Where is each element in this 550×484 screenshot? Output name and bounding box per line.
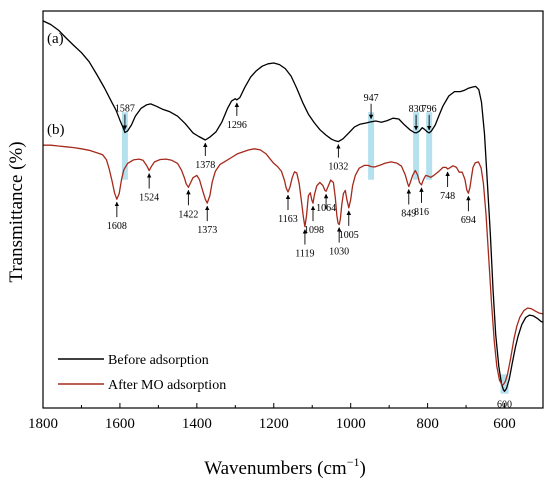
peak-label-1296: 1296 — [227, 120, 247, 131]
peak-annotation-694: 694 — [461, 195, 476, 226]
peak-annotation-849: 849 — [401, 189, 416, 219]
peak-annotation-748: 748 — [440, 171, 455, 202]
highlight-band-947 — [368, 112, 375, 180]
peak-label-947: 947 — [364, 93, 379, 104]
highlight-band-1587 — [121, 112, 128, 180]
peak-annotation-1064: 1064 — [316, 193, 336, 214]
peak-label-816: 816 — [414, 207, 429, 218]
panel-label-a: (a) — [47, 31, 64, 47]
peak-label-1378: 1378 — [195, 160, 215, 171]
peak-annotation-1608: 1608 — [107, 201, 127, 232]
peak-label-1524: 1524 — [139, 193, 159, 204]
peak-label-1373: 1373 — [197, 225, 217, 236]
peak-label-1098: 1098 — [304, 225, 324, 236]
plot-frame — [42, 10, 544, 409]
peak-annotation-1296: 1296 — [227, 102, 247, 131]
peak-annotation-1524: 1524 — [139, 173, 159, 204]
x-tick-label-1400: 1400 — [182, 416, 212, 432]
peak-label-1030: 1030 — [329, 247, 349, 258]
peak-label-1032: 1032 — [328, 162, 348, 173]
highlight-band-830 — [413, 112, 420, 180]
highlight-band-796 — [426, 112, 433, 180]
legend-entry-a: Before adsorption — [58, 353, 209, 368]
peak-annotation-796: 796 — [422, 104, 437, 131]
peak-annotation-1373: 1373 — [197, 205, 217, 236]
series-lines — [42, 20, 544, 392]
peak-label-1119: 1119 — [295, 249, 314, 260]
peak-label-1422: 1422 — [178, 209, 198, 220]
x-axis-title: Wavenumbers (cm−1) — [204, 455, 366, 479]
peak-label-1608: 1608 — [107, 221, 127, 232]
peak-annotation-1119: 1119 — [295, 229, 315, 260]
peak-label-1587: 1587 — [115, 103, 135, 114]
peak-annotation-1032: 1032 — [328, 144, 348, 173]
peak-label-796: 796 — [422, 104, 437, 115]
legend-label-b: After MO adsorption — [108, 378, 226, 393]
x-tick-label-1800: 1800 — [28, 416, 58, 432]
x-axis-ticks: 1800 1600 1400 1200 1000 800 600 — [28, 403, 516, 432]
peak-annotation-1005: 1005 — [339, 210, 359, 241]
highlight-bands — [121, 112, 509, 394]
peak-annotation-816: 816 — [414, 187, 429, 218]
legend-entry-b: After MO adsorption — [58, 378, 226, 393]
x-axis-title-superscript: −1 — [347, 455, 360, 469]
peak-label-1005: 1005 — [339, 230, 359, 241]
legend-label-a: Before adsorption — [108, 353, 209, 368]
series-line-a — [42, 20, 544, 392]
peak-label-694: 694 — [461, 215, 476, 226]
peak-label-830: 830 — [409, 104, 424, 115]
peak-annotation-1098: 1098 — [304, 205, 324, 236]
highlight-band-600 — [500, 374, 509, 394]
y-axis-title: Transmittance (%) — [6, 141, 27, 282]
peak-annotation-830: 830 — [409, 104, 424, 131]
series-line-b — [43, 144, 544, 386]
peak-annotation-1587: 1587 — [115, 103, 135, 130]
peak-annotation-1422: 1422 — [178, 189, 198, 220]
peak-annotation-1163: 1163 — [278, 194, 298, 225]
x-tick-label-600: 600 — [493, 416, 516, 432]
peak-label-849: 849 — [401, 208, 416, 219]
panel-label-b: (b) — [47, 122, 65, 138]
x-tick-label-1200: 1200 — [259, 416, 289, 432]
x-tick-label-1000: 1000 — [336, 416, 366, 432]
x-axis-title-close: ) — [359, 458, 365, 479]
peak-annotation-1378: 1378 — [195, 142, 215, 171]
x-tick-label-1600: 1600 — [105, 416, 135, 432]
legend: Before adsorption After MO adsorption — [58, 353, 226, 393]
peak-label-748: 748 — [440, 191, 455, 202]
peak-annotation-947: 947 — [364, 93, 379, 120]
peak-label-1163: 1163 — [278, 214, 298, 225]
x-tick-label-800: 800 — [416, 416, 439, 432]
x-axis-title-text: Wavenumbers (cm — [204, 458, 347, 479]
peak-label-1064: 1064 — [316, 203, 336, 214]
peak-annotation-1030: 1030 — [329, 227, 349, 258]
